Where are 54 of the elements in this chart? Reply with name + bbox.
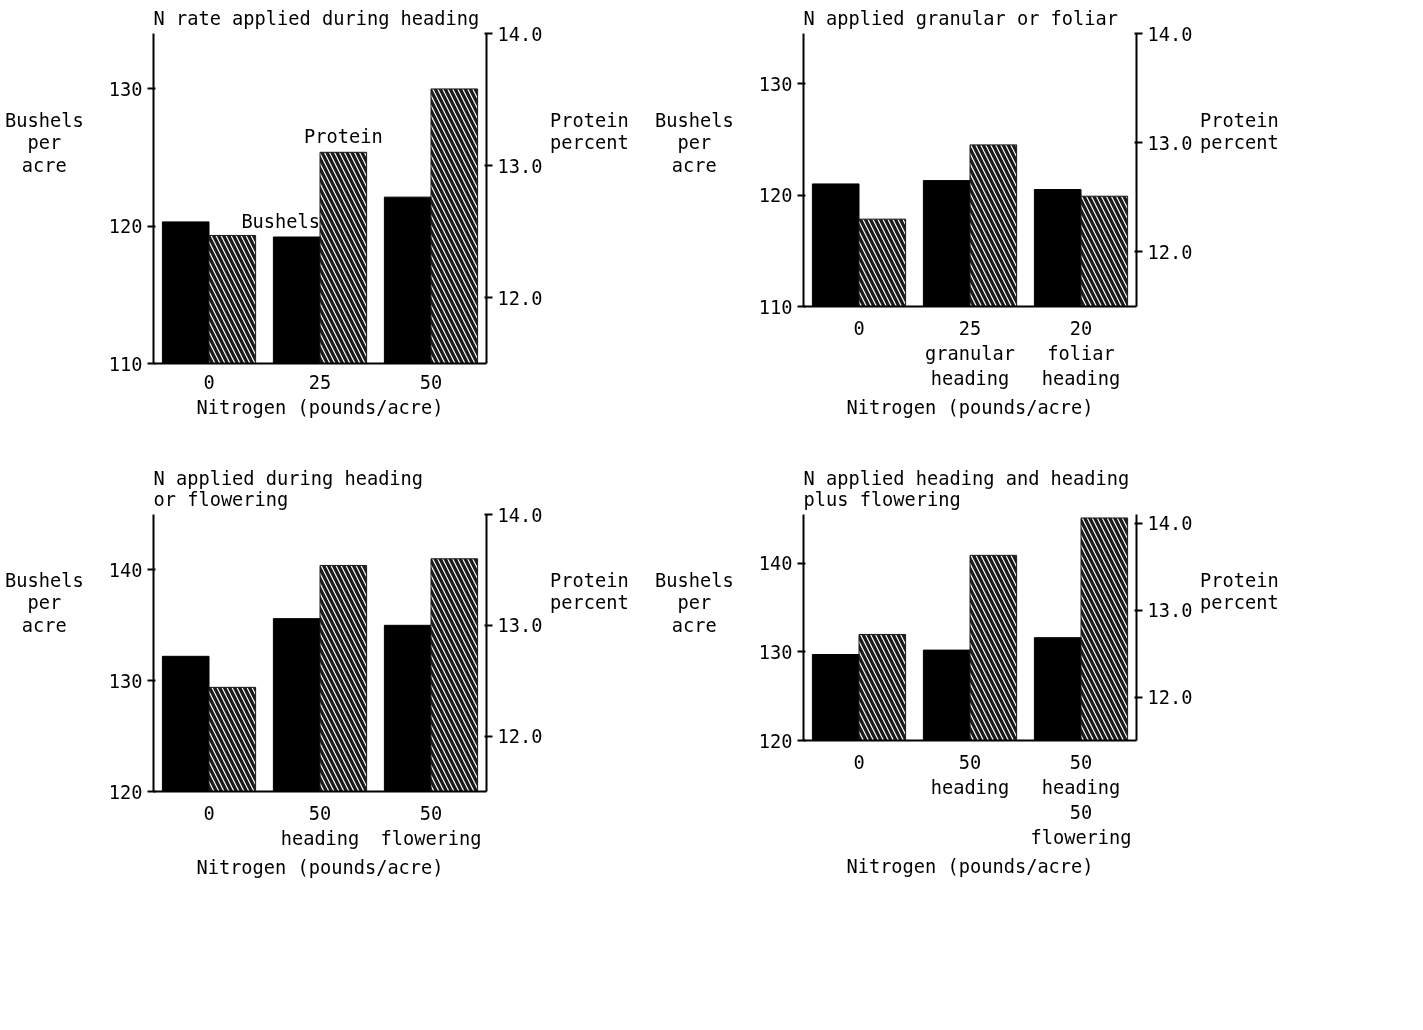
y-tick-label: 130 [758, 641, 793, 663]
y2-tick-label: 12.0 [497, 726, 543, 748]
x-tick-label: 0 [203, 802, 215, 824]
x-axis-title: Nitrogen (pounds/acre) [196, 856, 444, 878]
x-axis-title: Nitrogen (pounds/acre) [196, 396, 444, 418]
x-tick-label: 0 [203, 371, 215, 393]
y-tick-label: 120 [108, 216, 143, 237]
chart-title: N applied during heading or flowering [153, 467, 424, 510]
y2-tick-label: 13.0 [497, 615, 543, 637]
x-tick-label: 0 [853, 751, 865, 773]
y-axis-title: Bushels per acre [655, 110, 734, 178]
y2-tick-label: 12.0 [1147, 241, 1193, 263]
y2-axis-title: Protein percent [1200, 570, 1279, 615]
y2-tick-label: 13.0 [1147, 600, 1193, 622]
y-tick-label: 140 [108, 559, 143, 581]
y2-tick-label: 14.0 [1147, 513, 1193, 535]
x-tick-label: 0 [853, 317, 865, 339]
chart-title: N applied granular or foliar [803, 7, 1118, 29]
x-tick-label: 50 [419, 371, 443, 393]
x-tick-label: 25 granular heading [925, 317, 1015, 389]
y-tick-label: 130 [108, 670, 143, 692]
y2-tick-label: 12.0 [1147, 687, 1193, 709]
y-tick-label: 130 [758, 73, 793, 95]
x-axis-title: Nitrogen (pounds/acre) [846, 856, 1094, 878]
y-tick-label: 120 [758, 730, 793, 752]
x-tick-label: 25 [308, 371, 332, 393]
chart-title: N rate applied during heading [153, 7, 480, 29]
y2-tick-label: 14.0 [497, 504, 543, 526]
series-label: Bushels [241, 211, 320, 233]
y-tick-label: 130 [108, 78, 143, 100]
x-tick-label: 50 heading 50 flowering [1030, 751, 1132, 849]
y-tick-label: 140 [758, 553, 793, 575]
y2-tick-label: 12.0 [497, 287, 543, 309]
y2-tick-label: 14.0 [1147, 23, 1193, 45]
x-tick-label: 20 foliar heading [1041, 317, 1121, 389]
y-tick-label: 120 [758, 185, 793, 207]
x-axis-title: Nitrogen (pounds/acre) [846, 396, 1094, 418]
y2-tick-label: 13.0 [1147, 132, 1193, 154]
series-label: Protein [304, 126, 383, 148]
y2-axis-title: Protein percent [550, 570, 629, 615]
y-tick-label: 120 [108, 781, 143, 803]
y-axis-title: Bushels per acre [5, 110, 84, 178]
y-tick-label: 110 [108, 353, 143, 375]
y2-axis-title: Protein percent [1200, 110, 1279, 155]
chart-title: N applied heading and heading plus flowering [803, 467, 1130, 510]
x-tick-label: 50 heading [930, 751, 1010, 798]
y-axis-title: Bushels per acre [655, 570, 734, 638]
x-tick-label: 50 flowering [380, 802, 482, 849]
y-tick-label: 110 [758, 296, 793, 318]
y2-axis-title: Protein percent [550, 110, 629, 155]
y-axis-title: Bushels per acre [5, 570, 84, 638]
x-tick-label: 50 heading [280, 802, 360, 849]
y2-tick-label: 14.0 [497, 23, 543, 45]
y2-tick-label: 13.0 [497, 155, 543, 177]
